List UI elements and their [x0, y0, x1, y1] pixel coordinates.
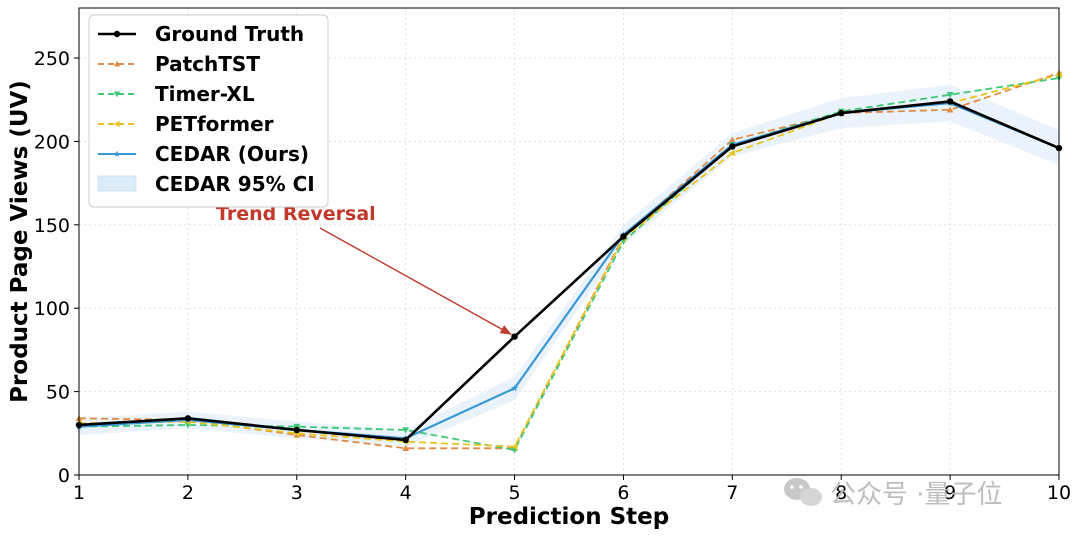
legend: Ground Truth PatchTST Timer-XL PETformer CED…	[88, 14, 329, 208]
legend-label: PatchTST	[155, 52, 260, 76]
annotation: Trend Reversal	[216, 203, 512, 336]
watermark-text: 公众号 ·量子位	[830, 480, 1003, 510]
x-axis-title: Prediction Step	[469, 504, 669, 530]
series-lines	[75, 69, 1063, 454]
wechat-icon	[784, 478, 822, 506]
data-point	[510, 384, 519, 392]
data-point	[511, 333, 518, 340]
data-point	[728, 136, 736, 143]
y-tick-label: 250	[34, 48, 70, 70]
y-tick-label: 150	[34, 215, 70, 237]
data-point	[620, 233, 627, 240]
legend-label: PETformer	[155, 112, 274, 136]
x-tick-label: 1	[73, 482, 85, 504]
watermark: 公众号 ·量子位	[784, 478, 1003, 510]
legend-label: CEDAR 95% CI	[155, 172, 315, 196]
x-tick-label: 8	[835, 482, 847, 504]
data-point	[838, 109, 845, 117]
y-tick-label: 100	[34, 298, 70, 320]
legend-label: Timer-XL	[155, 82, 255, 106]
data-point	[293, 426, 300, 434]
x-tick-label: 10	[1047, 482, 1071, 504]
series-line	[78, 100, 1060, 442]
data-point	[946, 106, 954, 113]
plot-frame	[78, 7, 1060, 476]
data-point	[511, 443, 518, 451]
data-point	[402, 444, 410, 452]
x-tick-label: 5	[509, 482, 521, 504]
y-axis-title: Product Page Views (UV)	[7, 80, 33, 403]
ci-band	[79, 84, 1059, 447]
legend-marker	[113, 60, 121, 67]
data-point	[402, 427, 410, 434]
data-point	[402, 436, 409, 444]
x-tick-label: 7	[726, 482, 738, 504]
x-tick-label: 2	[182, 482, 194, 504]
x-tick-label: 3	[291, 482, 303, 504]
annotation-arrow-line	[319, 227, 512, 336]
series-line	[78, 77, 1060, 451]
legend-swatch	[97, 175, 137, 192]
x-tick-label: 9	[944, 482, 956, 504]
legend-marker	[113, 120, 120, 128]
legend-label: CEDAR (Ours)	[155, 142, 309, 166]
confidence-band	[79, 84, 1059, 447]
y-tick-label: 200	[34, 131, 70, 153]
data-point	[729, 143, 736, 150]
y-tick-label: 50	[46, 382, 70, 404]
data-point	[728, 149, 736, 157]
data-point	[184, 415, 192, 422]
legend-label: Ground Truth	[155, 22, 304, 46]
data-point	[946, 92, 954, 99]
legend-marker	[113, 91, 121, 98]
annotation-arrow-head	[499, 325, 512, 335]
y-tick-label: 0	[58, 465, 70, 487]
annotation-label: Trend Reversal	[216, 203, 376, 225]
legend-box	[88, 14, 329, 208]
data-point	[946, 98, 954, 105]
legend-marker	[113, 30, 121, 38]
legend-marker	[113, 150, 121, 157]
x-tick-label: 4	[400, 482, 412, 504]
x-tick-label: 6	[617, 482, 629, 504]
